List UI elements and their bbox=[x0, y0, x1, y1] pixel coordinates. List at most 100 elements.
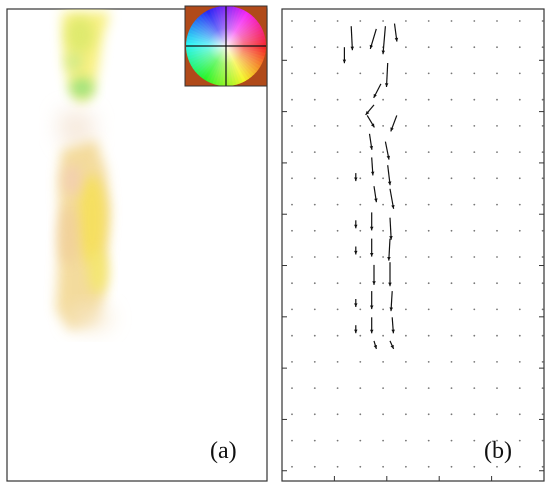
grid-dot bbox=[518, 151, 521, 154]
grid-dot bbox=[450, 413, 453, 416]
grid-dot bbox=[541, 98, 544, 101]
grid-dot bbox=[291, 20, 293, 22]
grid-dot bbox=[313, 98, 316, 101]
grid-dot bbox=[518, 98, 521, 101]
grid-dot bbox=[427, 413, 430, 416]
grid-dot bbox=[336, 98, 339, 101]
grid-dot bbox=[473, 308, 476, 311]
grid-dot bbox=[496, 465, 498, 468]
grid-dot bbox=[541, 125, 544, 127]
grid-dot bbox=[473, 361, 476, 363]
grid-dot bbox=[405, 465, 407, 468]
grid-dot bbox=[313, 72, 316, 75]
grid-dot bbox=[382, 125, 384, 127]
grid-dot bbox=[427, 308, 430, 311]
grid-dot bbox=[450, 439, 453, 442]
grid-dot bbox=[450, 20, 453, 22]
grid-dot bbox=[450, 151, 453, 154]
grid-dot bbox=[427, 465, 430, 468]
grid-dot bbox=[405, 98, 407, 101]
grid-dot bbox=[336, 46, 339, 49]
grid-dot bbox=[382, 387, 384, 389]
grid-dot bbox=[496, 177, 498, 180]
grid-dot bbox=[427, 282, 430, 285]
grid-dot bbox=[541, 151, 544, 154]
motion-vector-arrow bbox=[370, 291, 374, 310]
grid-dot bbox=[450, 203, 453, 206]
grid-dot bbox=[405, 387, 407, 389]
grid-dot bbox=[291, 361, 293, 363]
grid-dot bbox=[518, 125, 521, 127]
grid-dot bbox=[427, 203, 430, 206]
grid-dot bbox=[405, 229, 407, 232]
motion-vector-arrow bbox=[369, 28, 377, 50]
grid-dot bbox=[473, 72, 476, 75]
grid-dot bbox=[405, 334, 407, 337]
grid-dot bbox=[518, 282, 521, 285]
grid-dot bbox=[291, 308, 293, 311]
grid-dot bbox=[336, 282, 339, 285]
grid-dot bbox=[382, 282, 384, 285]
grid-dot bbox=[359, 151, 362, 154]
motion-vector-arrow bbox=[384, 141, 390, 160]
motion-vector-arrow bbox=[370, 317, 374, 334]
grid-dot bbox=[518, 20, 521, 22]
grid-dot bbox=[382, 177, 384, 180]
grid-dot bbox=[313, 20, 316, 22]
grid-dot bbox=[541, 465, 544, 468]
motion-vector-arrow bbox=[342, 47, 347, 64]
grid-dot bbox=[473, 439, 476, 442]
grid-dot bbox=[541, 229, 544, 232]
grid-dot bbox=[405, 125, 407, 127]
grid-dot bbox=[336, 151, 339, 154]
panel-b-frame bbox=[281, 8, 545, 482]
grid-dot bbox=[359, 439, 362, 442]
grid-dot bbox=[427, 334, 430, 337]
grid-dot bbox=[382, 203, 384, 206]
grid-dot bbox=[291, 98, 293, 101]
motion-vector-arrow bbox=[387, 238, 391, 261]
motion-vector-arrow bbox=[393, 23, 399, 42]
grid-dot bbox=[473, 20, 476, 22]
grid-dot bbox=[541, 308, 544, 311]
panel-a: (a) bbox=[6, 5, 268, 482]
grid-dot bbox=[518, 413, 521, 416]
motion-vector-arrow bbox=[387, 165, 392, 186]
grid-dot bbox=[291, 256, 293, 258]
grid-dot bbox=[313, 282, 316, 285]
grid-dot bbox=[473, 413, 476, 416]
motion-vector-arrow bbox=[371, 157, 375, 176]
panel-a-frame bbox=[6, 8, 268, 482]
grid-dot bbox=[473, 334, 476, 337]
grid-dot bbox=[336, 229, 339, 232]
grid-dot bbox=[291, 439, 293, 442]
motion-vector-arrow bbox=[390, 115, 398, 132]
grid-dot bbox=[291, 151, 293, 154]
grid-dot bbox=[359, 334, 362, 337]
grid-dot bbox=[359, 98, 362, 101]
grid-dot bbox=[427, 125, 430, 127]
grid-dot bbox=[496, 125, 498, 127]
grid-dot bbox=[291, 125, 293, 127]
grid-dot bbox=[518, 334, 521, 337]
grid-dot bbox=[336, 465, 339, 468]
grid-dot bbox=[518, 387, 521, 389]
grid-dot bbox=[541, 46, 544, 49]
motion-vector-arrow bbox=[350, 26, 354, 51]
panel-b: (b) bbox=[281, 8, 545, 482]
grid-dot bbox=[336, 177, 339, 180]
grid-dot bbox=[359, 46, 362, 49]
grid-dot bbox=[382, 72, 384, 75]
grid-dot bbox=[496, 98, 498, 101]
grid-dot bbox=[541, 72, 544, 75]
grid-dot bbox=[541, 256, 544, 258]
grid-dot bbox=[405, 308, 407, 311]
grid-dot bbox=[382, 308, 384, 311]
grid-dot bbox=[382, 229, 384, 232]
motion-vector-arrow bbox=[391, 317, 395, 334]
grid-dot bbox=[427, 46, 430, 49]
grid-dot bbox=[473, 203, 476, 206]
grid-dot bbox=[427, 387, 430, 389]
motion-vector-arrow bbox=[354, 325, 358, 334]
